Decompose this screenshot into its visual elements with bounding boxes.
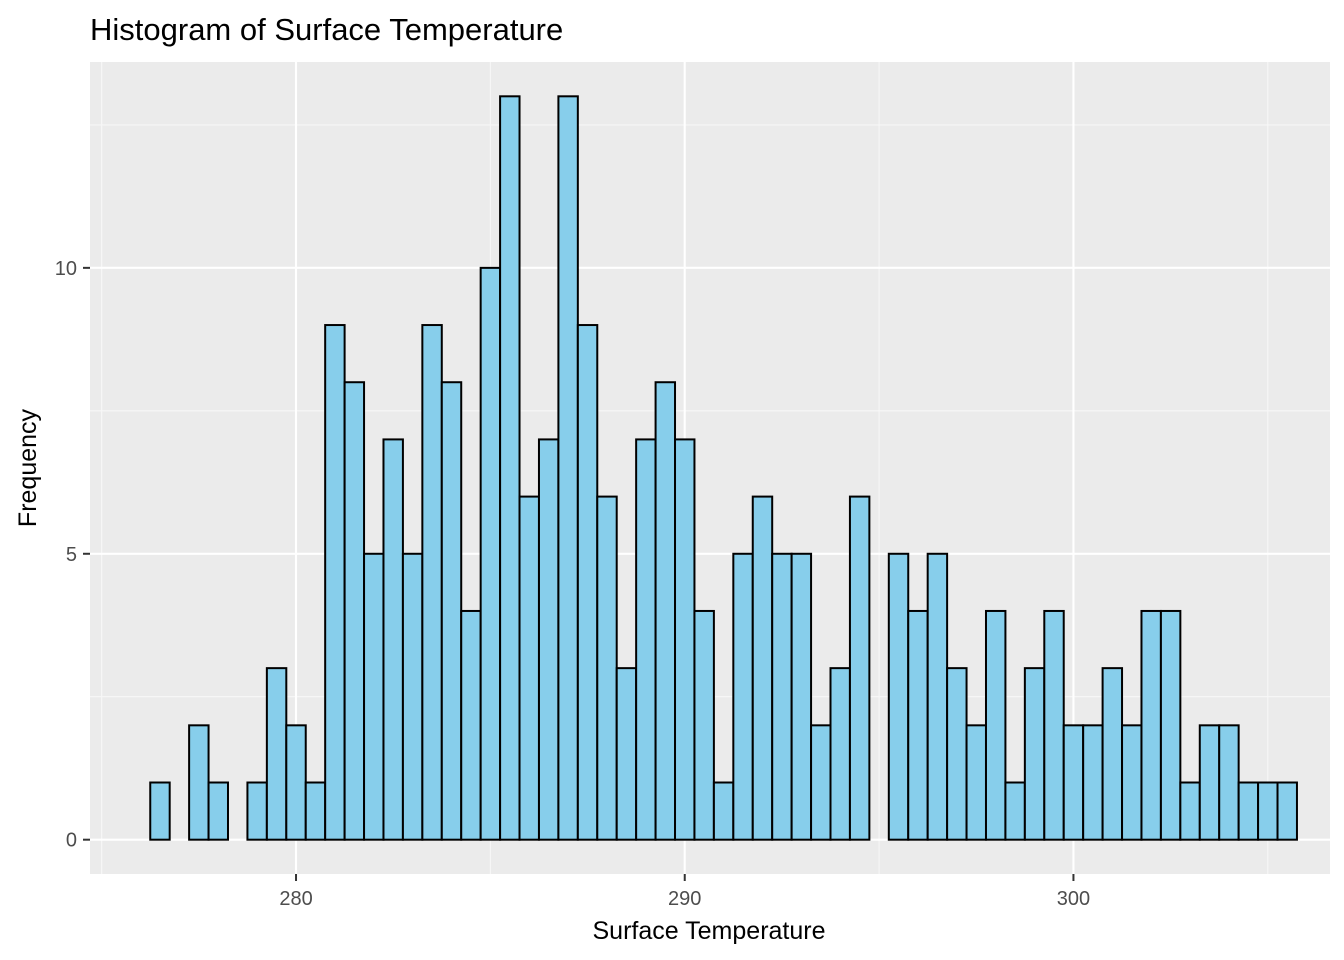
histogram-bar (324, 324, 346, 841)
chart-title: Histogram of Surface Temperature (90, 12, 563, 47)
x-tick-label: 290 (668, 888, 701, 910)
x-tick-label: 300 (1057, 888, 1090, 910)
histogram-bar (1218, 724, 1240, 841)
histogram-bar (479, 266, 502, 841)
histogram-bar (1179, 781, 1201, 841)
histogram-bar (1023, 667, 1046, 841)
histogram-bar (751, 495, 774, 841)
histogram-bar (810, 724, 832, 841)
histogram-bar (654, 381, 677, 841)
histogram-bar (537, 438, 560, 841)
histogram-bar (576, 324, 599, 841)
histogram-bar (401, 552, 424, 841)
histogram-bar (285, 724, 307, 841)
histogram-bar (1198, 724, 1221, 841)
histogram-bar (615, 667, 638, 841)
histogram-bar (499, 95, 521, 841)
x-tick-label: 280 (279, 888, 312, 910)
histogram-bar (712, 781, 735, 841)
histogram-bar (1276, 781, 1298, 841)
histogram-bar (946, 667, 968, 841)
histogram-bar (343, 381, 366, 841)
histogram-bar (246, 781, 268, 841)
histogram-bar (265, 667, 288, 841)
histogram-bar (1257, 781, 1279, 841)
histogram-bar (848, 495, 871, 841)
histogram-bar (382, 438, 404, 841)
y-tick-label: 5 (66, 544, 77, 566)
histogram-bar (693, 609, 715, 841)
histogram-bar (188, 724, 210, 841)
x-axis: 280 290 300 (279, 874, 1090, 910)
y-axis: 0 5 10 (55, 258, 90, 852)
histogram-bar (363, 552, 385, 841)
histogram-bar (887, 552, 910, 841)
histogram-bar (596, 495, 618, 841)
histogram-bar (421, 324, 443, 841)
histogram-bar (304, 781, 327, 841)
histogram-bar (732, 552, 754, 841)
x-axis-title: Surface Temperature (593, 917, 826, 945)
histogram-bar (635, 438, 657, 841)
histogram-bar (984, 609, 1007, 841)
histogram-bar (149, 781, 171, 841)
histogram-bar (557, 95, 579, 841)
histogram-bar (1043, 609, 1065, 841)
histogram-bar (1004, 781, 1026, 841)
histogram-bar (1140, 609, 1162, 841)
histogram-bar (1121, 724, 1143, 841)
y-tick-label: 10 (55, 258, 77, 280)
histogram-bar (674, 438, 696, 841)
histogram-bar (926, 552, 949, 841)
histogram-bar (518, 495, 540, 841)
y-tick-label: 0 (66, 830, 77, 852)
histogram-bar (907, 609, 929, 841)
histogram-bar (1082, 724, 1104, 841)
histogram-bar (1159, 609, 1182, 841)
histogram-bar (771, 552, 793, 841)
histogram-bar (790, 552, 813, 841)
histogram-bars (149, 95, 1298, 841)
histogram-bar (460, 609, 482, 841)
y-axis-title: Frequency (14, 408, 42, 527)
histogram-bar (440, 381, 463, 841)
histogram-bar (1237, 781, 1260, 841)
histogram-bar (1062, 724, 1085, 841)
histogram-bar (1101, 667, 1124, 841)
histogram-bar (965, 724, 987, 841)
histogram-bar (207, 781, 229, 841)
histogram-bar (829, 667, 851, 841)
